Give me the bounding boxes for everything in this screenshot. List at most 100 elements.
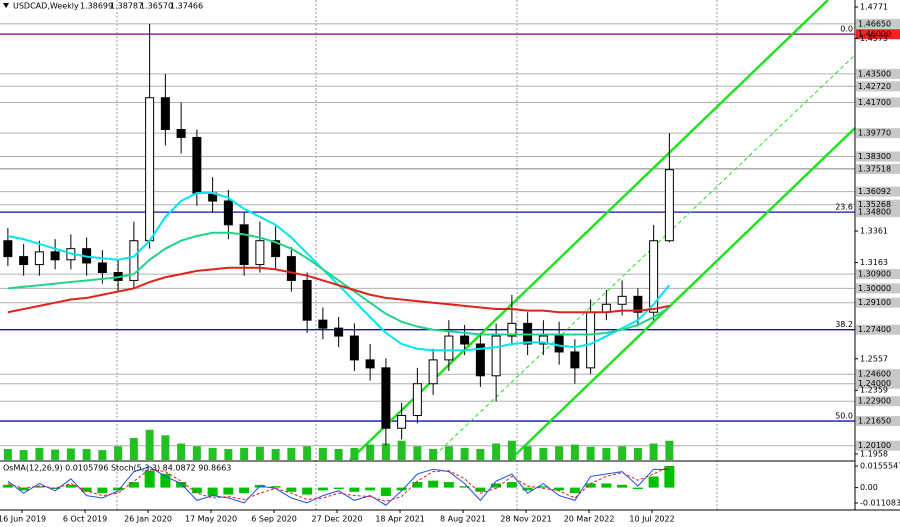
osma-bar [128, 482, 139, 488]
x-tick-label: 26 Jan 2020 [124, 515, 172, 524]
candle-body [19, 256, 29, 266]
oscillator-label: OsMA(12,26,9) 0.0105796 Stoch(5,3,3) 84.… [3, 464, 231, 473]
volume-bar [429, 449, 438, 460]
osma-bar [349, 487, 360, 492]
level-label: 1.36092 [858, 187, 891, 196]
osma-bar [207, 487, 218, 496]
osma-bar [475, 487, 486, 492]
osma-bar [191, 487, 202, 494]
level-box [856, 29, 900, 40]
volume-bar [271, 449, 280, 460]
level-label: 1.46650 [858, 19, 891, 28]
moving-average [7, 231, 670, 336]
level-box [856, 324, 900, 335]
level-label: 1.38300 [858, 152, 891, 161]
osma-bar [601, 483, 612, 488]
osma-bar [18, 487, 29, 491]
osma-bar [50, 487, 61, 489]
volume-bar [460, 447, 469, 460]
level-label: 1.30900 [858, 270, 891, 279]
candle-body [554, 335, 564, 353]
candle-body [50, 251, 60, 261]
osma-bar [302, 487, 313, 495]
candle-body [349, 335, 359, 361]
volume-bar [114, 446, 123, 460]
volume-bar [240, 447, 249, 460]
level-label: 1.46000 [858, 30, 891, 39]
volume-bar [161, 435, 170, 460]
y-tick-label: 1.4771 [860, 2, 888, 11]
volume-bar [633, 447, 642, 460]
volume-bar [3, 449, 12, 460]
osma-bar [664, 465, 675, 488]
level-label: 1.35268 [858, 200, 891, 209]
volume-bar [413, 446, 422, 460]
volume-bar [208, 447, 217, 460]
level-label: 1.34800 [858, 208, 891, 217]
candle-body [397, 415, 407, 429]
level-label: 1.20100 [858, 441, 891, 450]
fib-label: 50.0 [835, 412, 853, 421]
candle-body [176, 128, 186, 138]
volume-bar [82, 449, 91, 460]
osc-tick-label: -0.0110838 [860, 499, 900, 508]
level-box [856, 297, 900, 308]
level-box [856, 269, 900, 280]
osma-bar [365, 487, 376, 491]
level-label: 1.43500 [858, 69, 891, 78]
osma-bar [648, 476, 659, 488]
osma-bar [270, 486, 281, 488]
level-label: 1.22900 [858, 397, 891, 406]
osma-bar [160, 473, 171, 488]
candle-body [538, 335, 548, 345]
plot [2, 23, 675, 506]
stoch-line [7, 465, 670, 502]
volume-bar [602, 447, 611, 460]
volume-bar [649, 443, 658, 460]
volume-bar [570, 444, 579, 460]
level-label: 1.42720 [858, 82, 891, 91]
level-box [856, 81, 900, 92]
candle-body [129, 240, 139, 281]
level-box [856, 199, 900, 210]
volume-bar [523, 446, 532, 460]
volume-bar [492, 443, 501, 460]
osma-bar [554, 487, 565, 491]
candle-body [475, 343, 485, 377]
candle-body [444, 335, 454, 361]
candle-body [3, 240, 13, 258]
volume-bar [366, 444, 375, 460]
candle-body [34, 251, 44, 266]
candle-body [255, 240, 265, 266]
level-box [856, 396, 900, 407]
volume-bar [66, 448, 75, 460]
header-open: 1.38699 [80, 2, 113, 11]
x-tick-label: 27 Dec 2020 [311, 515, 362, 524]
fib-label: 38.2 [835, 320, 853, 329]
symbol: USDCAD,Weekly [13, 2, 79, 11]
volume-bar [507, 440, 516, 460]
volume-bar [318, 447, 327, 460]
fib-label: 23.6 [835, 203, 853, 212]
candle-body [412, 383, 422, 417]
candle-body [491, 335, 501, 377]
candle-body [97, 262, 107, 274]
level-box [856, 416, 900, 427]
osc-tick-label: 0.00 [860, 483, 878, 492]
volume-bar [444, 446, 453, 460]
candle-body [649, 240, 659, 313]
x-tick-label: 6 Oct 2019 [63, 515, 107, 524]
x-tick-label: 10 Jul 2022 [629, 515, 674, 524]
y-tick-label: 1.3163 [860, 258, 888, 267]
volume-bar [618, 446, 627, 460]
y-tick-label: 1.4573 [860, 34, 888, 43]
candle-body [192, 136, 202, 194]
header-high: 1.38787 [110, 2, 143, 11]
candle-body [460, 335, 470, 345]
level-box [856, 18, 900, 29]
volume-bar [35, 447, 44, 460]
level-box [856, 283, 900, 294]
level-label: 1.37518 [858, 164, 891, 173]
osma-bar [65, 484, 76, 488]
